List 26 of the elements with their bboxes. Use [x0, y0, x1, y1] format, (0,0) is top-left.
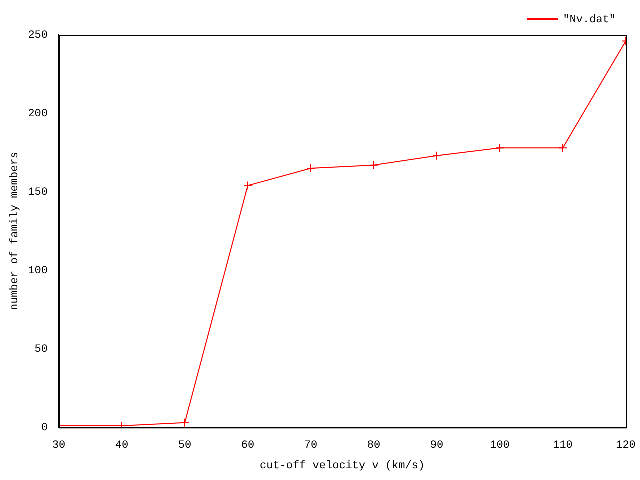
x-tick-label: 60	[241, 440, 255, 452]
x-axis-title: cut-off velocity v (km/s)	[260, 460, 426, 472]
point	[370, 160, 378, 170]
y-axis-title: number of family members	[10, 152, 22, 311]
point	[244, 181, 252, 190]
point	[180, 418, 190, 428]
y-tick-label: 200	[28, 108, 48, 120]
x-tick-label: 120	[616, 440, 636, 452]
y-tick-label: 150	[28, 186, 48, 199]
legend-label: "Nv.dat"	[563, 14, 616, 26]
point	[558, 144, 568, 153]
point	[496, 144, 504, 153]
point	[432, 151, 442, 160]
x-tick-label: 40	[115, 440, 129, 452]
x-tick-label: 110	[553, 440, 573, 452]
point	[306, 164, 316, 173]
y-tick-label: 0	[41, 422, 48, 435]
y-tick-label: 50	[34, 344, 48, 356]
x-tick-label: 90	[430, 440, 444, 452]
x-tick-label: 50	[178, 440, 192, 452]
x-tick-label: 30	[52, 440, 66, 452]
x-tick-label: 70	[304, 440, 318, 452]
x-tick-label: 80	[367, 440, 381, 452]
y-tick-label: 250	[28, 30, 48, 42]
x-tick-label: 100	[490, 440, 510, 452]
y-tick-label: 100	[28, 265, 48, 278]
